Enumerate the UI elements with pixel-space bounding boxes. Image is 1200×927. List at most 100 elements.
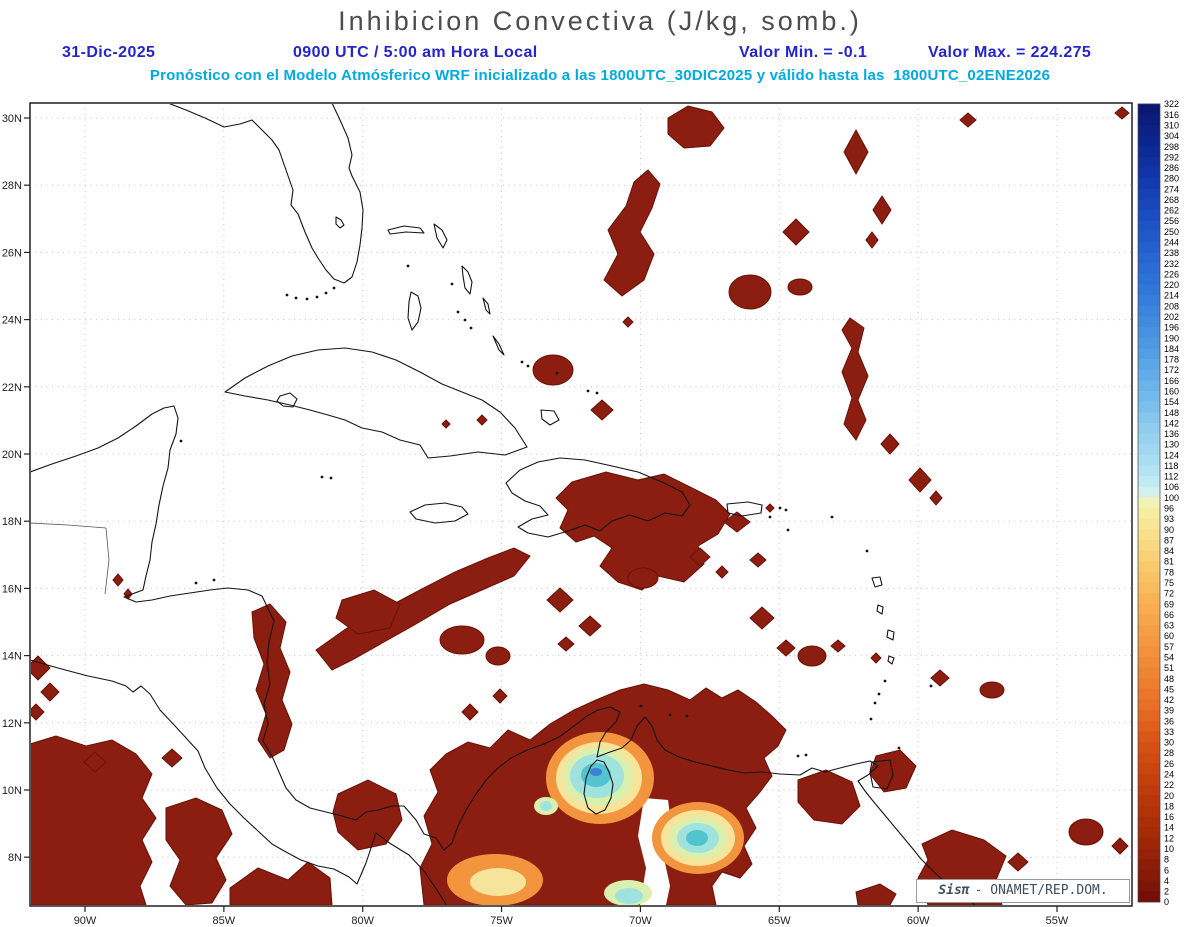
svg-text:28N: 28N (2, 180, 22, 192)
svg-text:160: 160 (1164, 386, 1179, 396)
svg-text:100: 100 (1164, 493, 1179, 503)
map-frame (29, 102, 1133, 907)
svg-text:30N: 30N (2, 113, 22, 125)
svg-text:45: 45 (1164, 684, 1174, 694)
svg-text:4: 4 (1164, 876, 1169, 886)
svg-text:69: 69 (1164, 599, 1174, 609)
svg-text:26N: 26N (2, 247, 22, 259)
svg-text:87: 87 (1164, 535, 1174, 545)
svg-text:106: 106 (1164, 482, 1179, 492)
svg-text:268: 268 (1164, 195, 1179, 205)
svg-text:72: 72 (1164, 589, 1174, 599)
svg-text:172: 172 (1164, 365, 1179, 375)
branding-logo: Sisπ (938, 883, 970, 898)
svg-text:22N: 22N (2, 382, 22, 394)
svg-text:66: 66 (1164, 610, 1174, 620)
svg-text:48: 48 (1164, 674, 1174, 684)
svg-text:8N: 8N (8, 852, 22, 864)
svg-text:8: 8 (1164, 855, 1169, 865)
svg-text:51: 51 (1164, 663, 1174, 673)
svg-text:298: 298 (1164, 142, 1179, 152)
svg-text:18N: 18N (2, 516, 22, 528)
cin-shading (31, 105, 1130, 905)
svg-text:304: 304 (1164, 131, 1179, 141)
svg-text:154: 154 (1164, 397, 1179, 407)
svg-text:60: 60 (1164, 631, 1174, 641)
svg-text:96: 96 (1164, 504, 1174, 514)
svg-text:39: 39 (1164, 706, 1174, 716)
svg-text:214: 214 (1164, 291, 1179, 301)
svg-text:136: 136 (1164, 429, 1179, 439)
svg-text:184: 184 (1164, 344, 1179, 354)
svg-text:244: 244 (1164, 238, 1179, 248)
svg-text:292: 292 (1164, 152, 1179, 162)
svg-text:14: 14 (1164, 823, 1174, 833)
svg-text:2: 2 (1164, 887, 1169, 897)
svg-text:124: 124 (1164, 450, 1179, 460)
svg-text:238: 238 (1164, 248, 1179, 258)
svg-text:65W: 65W (768, 915, 791, 927)
svg-text:93: 93 (1164, 514, 1174, 524)
svg-text:90: 90 (1164, 525, 1174, 535)
svg-text:18: 18 (1164, 801, 1174, 811)
svg-text:10: 10 (1164, 844, 1174, 854)
svg-text:90W: 90W (74, 915, 97, 927)
svg-text:24: 24 (1164, 770, 1174, 780)
forecast-line: Pronóstico con el Modelo Atmósferico WRF… (149, 67, 1051, 84)
axis-labels: 90W 85W 80W 75W 70W 65W 60W 55W 30N 28N 26N 24N 22N 2… (2, 113, 1069, 927)
coastlines-group (31, 104, 976, 905)
svg-text:196: 196 (1164, 323, 1179, 333)
svg-text:12: 12 (1164, 833, 1174, 843)
svg-text:16: 16 (1164, 812, 1174, 822)
svg-text:85W: 85W (213, 915, 236, 927)
svg-text:26: 26 (1164, 759, 1174, 769)
svg-text:280: 280 (1164, 174, 1179, 184)
svg-text:16N: 16N (2, 583, 22, 595)
svg-text:55W: 55W (1046, 915, 1069, 927)
svg-text:274: 274 (1164, 184, 1179, 194)
svg-text:20: 20 (1164, 791, 1174, 801)
svg-text:14N: 14N (2, 651, 22, 663)
svg-text:148: 148 (1164, 408, 1179, 418)
svg-text:60W: 60W (907, 915, 930, 927)
svg-text:6: 6 (1164, 865, 1169, 875)
svg-text:70W: 70W (629, 915, 652, 927)
svg-text:316: 316 (1164, 110, 1179, 120)
svg-text:54: 54 (1164, 652, 1174, 662)
branding-box: Sisπ - ONAMET/REP.DOM. (916, 879, 1130, 903)
svg-text:166: 166 (1164, 376, 1179, 386)
svg-text:63: 63 (1164, 621, 1174, 631)
svg-text:75: 75 (1164, 578, 1174, 588)
svg-text:24N: 24N (2, 315, 22, 327)
time-label: 0900 UTC / 5:00 am Hora Local (293, 44, 538, 61)
colorbar: 3223163103042982922862802742682622562502… (1137, 99, 1179, 907)
svg-text:310: 310 (1164, 120, 1179, 130)
svg-text:118: 118 (1164, 461, 1178, 471)
svg-text:130: 130 (1164, 440, 1179, 450)
svg-text:20N: 20N (2, 449, 22, 461)
svg-text:75W: 75W (490, 915, 513, 927)
svg-text:220: 220 (1164, 280, 1179, 290)
svg-text:232: 232 (1164, 259, 1179, 269)
svg-text:208: 208 (1164, 301, 1179, 311)
svg-text:202: 202 (1164, 312, 1179, 322)
svg-text:112: 112 (1164, 472, 1178, 482)
max-value-label: Valor Max. = 224.275 (928, 44, 1092, 61)
branding-text: - ONAMET/REP.DOM. (974, 883, 1108, 898)
svg-text:80W: 80W (351, 915, 374, 927)
subtitle-row: 31-Dic-2025 0900 UTC / 5:00 am Hora Loca… (0, 44, 1200, 64)
svg-text:33: 33 (1164, 727, 1174, 737)
svg-text:262: 262 (1164, 206, 1179, 216)
svg-text:81: 81 (1164, 557, 1174, 567)
svg-text:256: 256 (1164, 216, 1179, 226)
min-value-label: Valor Min. = -0.1 (739, 44, 868, 61)
svg-text:10N: 10N (2, 785, 22, 797)
svg-text:190: 190 (1164, 333, 1179, 343)
svg-text:28: 28 (1164, 748, 1174, 758)
svg-text:322: 322 (1164, 99, 1179, 109)
svg-text:12N: 12N (2, 718, 22, 730)
svg-text:178: 178 (1164, 355, 1179, 365)
svg-text:57: 57 (1164, 642, 1174, 652)
svg-text:286: 286 (1164, 163, 1179, 173)
